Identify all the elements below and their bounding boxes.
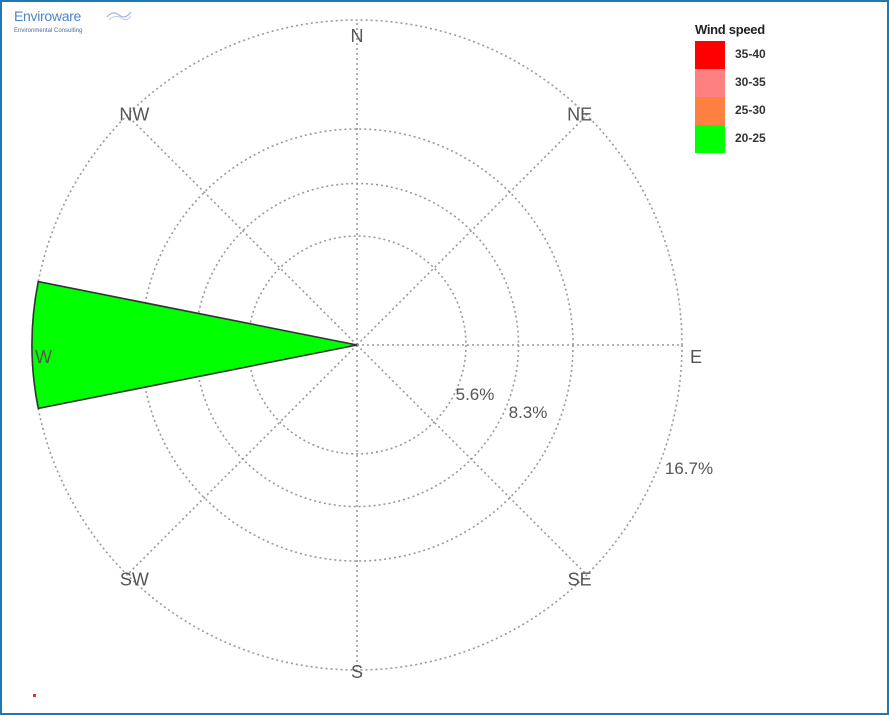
direction-label-S: S — [351, 662, 363, 682]
grid-spoke — [126, 344, 358, 576]
legend-label: 30-35 — [735, 75, 766, 89]
grid-spoke — [356, 344, 588, 576]
direction-label-W: W — [35, 347, 52, 367]
legend-label: 35-40 — [735, 47, 766, 61]
logo-wave-icon — [106, 11, 132, 21]
direction-label-SE: SE — [568, 570, 592, 590]
legend-swatch — [695, 97, 725, 125]
grid-ring — [247, 235, 467, 455]
ring-value-label: 16.7% — [665, 459, 713, 478]
legend-swatch — [695, 69, 725, 97]
direction-label-NW: NW — [119, 104, 149, 124]
marker-dot — [33, 694, 36, 697]
legend-item: 35-40 — [695, 41, 805, 69]
legend-item: 30-35 — [695, 69, 805, 97]
ring-value-label: 5.6% — [456, 385, 495, 404]
logo-subtitle: Environmental Consulting — [14, 28, 83, 34]
direction-label-N: N — [351, 26, 364, 46]
direction-label-E: E — [690, 347, 702, 367]
logo-name: Enviroware — [14, 8, 82, 24]
wind-sector-W — [31, 280, 358, 410]
legend-label: 20-25 — [735, 131, 766, 145]
legend-swatch — [695, 41, 725, 69]
legend-item: 25-30 — [695, 97, 805, 125]
legend-item: 20-25 — [695, 125, 805, 153]
legend: Wind speed 35-40 30-35 25-30 20-25 — [695, 22, 805, 153]
legend-title: Wind speed — [695, 22, 765, 37]
ring-value-label: 8.3% — [509, 403, 548, 422]
direction-label-NE: NE — [567, 104, 592, 124]
grid-spoke — [356, 114, 588, 346]
legend-swatch — [695, 125, 725, 153]
direction-label-SW: SW — [120, 570, 149, 590]
legend-label: 25-30 — [735, 103, 766, 117]
grid-spoke — [126, 114, 358, 346]
enviroware-logo: Enviroware Environmental Consulting — [10, 6, 132, 46]
